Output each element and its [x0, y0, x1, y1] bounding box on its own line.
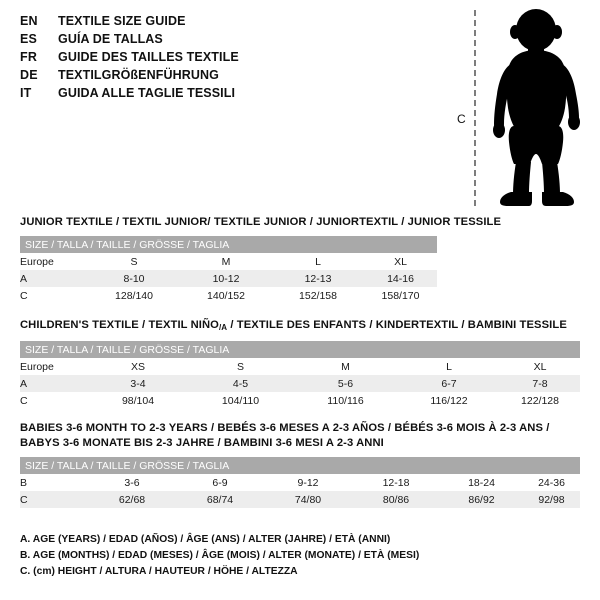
row-label: C [20, 392, 88, 409]
row-value: M [293, 358, 398, 375]
row-value: 10-12 [180, 270, 272, 287]
row-value: 24-36 [523, 474, 580, 491]
table-header-label: SIZE / TALLA / TAILLE / GRÖSSE / TAGLIA [20, 341, 580, 358]
language-code-es: ES [20, 32, 38, 46]
row-value: 4-5 [188, 375, 293, 392]
row-value: 80/86 [352, 491, 440, 508]
title-row-es: ES GUÍA DE TALLAS [20, 32, 420, 50]
section-heading-children-subscript: /A [218, 323, 228, 332]
legend-line-b: B. AGE (MONTHS) / EDAD (MESES) / ÂGE (MO… [20, 550, 420, 561]
row-value: 7-8 [500, 375, 580, 392]
multilingual-title-block: EN TEXTILE SIZE GUIDE ES GUÍA DE TALLAS … [20, 14, 420, 104]
size-table-children: SIZE / TALLA / TAILLE / GRÖSSE / TAGLIA … [20, 341, 580, 409]
row-value: XL [364, 253, 437, 270]
section-heading-children: CHILDREN'S TEXTILE / TEXTIL NIÑO/A / TEX… [20, 318, 580, 335]
row-value: 158/170 [364, 287, 437, 304]
table-header-label: SIZE / TALLA / TAILLE / GRÖSSE / TAGLIA [20, 457, 580, 474]
row-value: 122/128 [500, 392, 580, 409]
row-value: 12-18 [352, 474, 440, 491]
table-row: B 3-6 6-9 9-12 12-18 18-24 24-36 [20, 474, 580, 491]
height-axis-label-c: C [457, 112, 466, 126]
title-row-fr: FR GUIDE DES TAILLES TEXTILE [20, 50, 420, 68]
section-heading-babies-line2: BABYS 3-6 MONATE BIS 2-3 JAHRE / BAMBINI… [20, 437, 384, 449]
row-value: 6-7 [398, 375, 500, 392]
height-measurement-figure: C [450, 8, 590, 208]
table-row: C 62/68 68/74 74/80 80/86 86/92 92/98 [20, 491, 580, 508]
language-code-it: IT [20, 86, 32, 100]
section-heading-babies-line1: BABIES 3-6 MONTH TO 2-3 YEARS / BEBÉS 3-… [20, 422, 550, 434]
row-value: 3-4 [88, 375, 188, 392]
row-value: 62/68 [88, 491, 176, 508]
row-value: 110/116 [293, 392, 398, 409]
table-header-row: SIZE / TALLA / TAILLE / GRÖSSE / TAGLIA [20, 457, 580, 474]
row-label: A [20, 270, 88, 287]
row-label: B [20, 474, 88, 491]
row-value: 6-9 [176, 474, 264, 491]
row-value: 12-13 [272, 270, 364, 287]
row-value: 86/92 [440, 491, 523, 508]
row-label: Europe [20, 253, 88, 270]
row-value: 5-6 [293, 375, 398, 392]
row-value: 3-6 [88, 474, 176, 491]
table-row: A 8-10 10-12 12-13 14-16 [20, 270, 437, 287]
row-label: A [20, 375, 88, 392]
row-value: 128/140 [88, 287, 180, 304]
table-header-row: SIZE / TALLA / TAILLE / GRÖSSE / TAGLIA [20, 341, 580, 358]
row-label: C [20, 287, 88, 304]
child-silhouette-icon [493, 9, 580, 206]
section-childrens-textile: CHILDREN'S TEXTILE / TEXTIL NIÑO/A / TEX… [20, 318, 580, 409]
row-value: 14-16 [364, 270, 437, 287]
row-value: 8-10 [88, 270, 180, 287]
row-value: S [88, 253, 180, 270]
row-value: 140/152 [180, 287, 272, 304]
row-value: 116/122 [398, 392, 500, 409]
title-text-de: TEXTILGRÖßENFÜHRUNG [58, 68, 219, 82]
size-table-babies: SIZE / TALLA / TAILLE / GRÖSSE / TAGLIA … [20, 457, 580, 508]
height-dashed-line [474, 10, 476, 206]
section-heading-children-post: / TEXTILE DES ENFANTS / KINDERTEXTIL / B… [227, 319, 567, 331]
row-value: 104/110 [188, 392, 293, 409]
language-code-en: EN [20, 14, 38, 28]
size-table-junior: SIZE / TALLA / TAILLE / GRÖSSE / TAGLIA … [20, 236, 437, 304]
language-code-de: DE [20, 68, 38, 82]
row-value: 152/158 [272, 287, 364, 304]
table-row: C 128/140 140/152 152/158 158/170 [20, 287, 437, 304]
section-babies-textile: BABIES 3-6 MONTH TO 2-3 YEARS / BEBÉS 3-… [20, 421, 580, 508]
table-header-label: SIZE / TALLA / TAILLE / GRÖSSE / TAGLIA [20, 236, 437, 253]
row-value: M [180, 253, 272, 270]
table-row: Europe S M L XL [20, 253, 437, 270]
row-value: L [272, 253, 364, 270]
section-heading-children-pre: CHILDREN'S TEXTILE / TEXTIL NIÑO [20, 319, 219, 331]
title-row-it: IT GUIDA ALLE TAGLIE TESSILI [20, 86, 420, 104]
row-label: C [20, 491, 88, 508]
title-text-en: TEXTILE SIZE GUIDE [58, 14, 186, 28]
table-row: Europe XS S M L XL [20, 358, 580, 375]
row-value: XS [88, 358, 188, 375]
legend-block: A. AGE (YEARS) / EDAD (AÑOS) / ÂGE (ANS)… [20, 532, 480, 580]
row-value: 18-24 [440, 474, 523, 491]
section-junior-textile: JUNIOR TEXTILE / TEXTIL JUNIOR/ TEXTILE … [20, 215, 501, 304]
title-text-es: GUÍA DE TALLAS [58, 32, 163, 46]
legend-line-c: C. (cm) HEIGHT / ALTURA / HAUTEUR / HÖHE… [20, 566, 298, 577]
title-row-de: DE TEXTILGRÖßENFÜHRUNG [20, 68, 420, 86]
row-value: L [398, 358, 500, 375]
title-text-it: GUIDA ALLE TAGLIE TESSILI [58, 86, 236, 100]
table-row: A 3-4 4-5 5-6 6-7 7-8 [20, 375, 580, 392]
row-value: 9-12 [264, 474, 352, 491]
row-value: 98/104 [88, 392, 188, 409]
section-heading-junior: JUNIOR TEXTILE / TEXTIL JUNIOR/ TEXTILE … [20, 216, 502, 228]
table-header-row: SIZE / TALLA / TAILLE / GRÖSSE / TAGLIA [20, 236, 437, 253]
row-value: XL [500, 358, 580, 375]
title-row-en: EN TEXTILE SIZE GUIDE [20, 14, 420, 32]
row-value: S [188, 358, 293, 375]
title-text-fr: GUIDE DES TAILLES TEXTILE [58, 50, 239, 64]
row-value: 92/98 [523, 491, 580, 508]
table-row: C 98/104 104/110 110/116 116/122 122/128 [20, 392, 580, 409]
row-value: 74/80 [264, 491, 352, 508]
row-label: Europe [20, 358, 88, 375]
language-code-fr: FR [20, 50, 38, 64]
legend-line-a: A. AGE (YEARS) / EDAD (AÑOS) / ÂGE (ANS)… [20, 534, 391, 545]
row-value: 68/74 [176, 491, 264, 508]
